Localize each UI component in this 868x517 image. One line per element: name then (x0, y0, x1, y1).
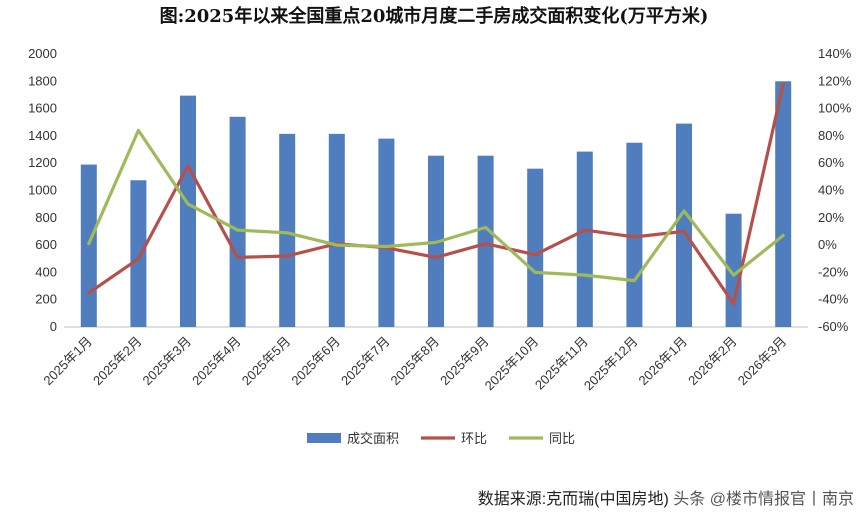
y2-tick-label: 60% (818, 155, 844, 170)
y-tick-label: 1800 (28, 73, 57, 88)
x-tick-label: 2025年1月 (40, 334, 95, 389)
y2-tick-label: 40% (818, 183, 844, 198)
watermark: 头条 @楼市情报官丨南京 (673, 491, 854, 508)
bar (576, 151, 593, 327)
legend-label: 同比 (549, 431, 575, 446)
x-tick-label: 2026年2月 (685, 334, 740, 389)
y2-tick-label: -40% (818, 292, 849, 307)
legend-label: 环比 (461, 431, 487, 446)
y-tick-label: 600 (35, 237, 57, 252)
x-tick-label: 2025年12月 (581, 334, 641, 394)
bar (676, 123, 692, 328)
source-note: 数据来源:克而瑞(中国房地) 头条 @楼市情报官丨南京 (478, 485, 854, 509)
x-tick-label: 2026年1月 (636, 334, 691, 389)
y2-tick-label: 20% (818, 210, 844, 225)
y2-tick-label: 140% (818, 46, 852, 61)
bar (775, 81, 792, 327)
chart-title: 图:2025年以来全国重点20城市月度二手房成交面积变化(万平方米) (159, 6, 709, 27)
bar (378, 138, 395, 327)
x-tick-label: 2025年4月 (189, 334, 244, 389)
y2-tick-label: 120% (818, 73, 852, 88)
x-tick-label: 2025年5月 (239, 334, 294, 389)
y-tick-label: 800 (35, 210, 57, 225)
bar (80, 164, 97, 327)
bar (328, 133, 345, 327)
y-tick-label: 2000 (28, 46, 57, 61)
y2-tick-label: 80% (818, 128, 844, 143)
y2-tick-label: 100% (818, 101, 852, 116)
bar (477, 155, 494, 327)
x-tick-label: 2025年7月 (338, 334, 393, 389)
x-tick-label: 2025年2月 (90, 334, 145, 389)
x-tick-label: 2025年8月 (388, 334, 443, 389)
y2-tick-label: 0% (818, 237, 837, 252)
legend-label: 成交面积 (347, 431, 399, 446)
legend-swatch (307, 433, 341, 443)
x-tick-label: 2025年6月 (288, 334, 343, 389)
series-line-yoy (87, 128, 785, 283)
bar (527, 168, 544, 327)
y-tick-label: 1600 (28, 101, 57, 116)
x-tick-label: 2025年3月 (140, 334, 195, 389)
y-tick-label: 1000 (28, 183, 57, 198)
y2-tick-label: -20% (818, 264, 849, 279)
y-tick-label: 200 (35, 292, 57, 307)
bar (180, 95, 196, 327)
bar (279, 133, 296, 327)
y-tick-label: 0 (50, 319, 57, 334)
y2-tick-label: -60% (818, 319, 849, 334)
bar (229, 116, 246, 327)
x-tick-label: 2025年10月 (482, 334, 542, 394)
y-tick-label: 1400 (28, 128, 57, 143)
source-label: 数据来源:克而瑞(中国房地) (477, 491, 669, 508)
y-tick-label: 400 (35, 264, 57, 279)
x-tick-label: 2026年3月 (735, 334, 790, 389)
bar (130, 180, 147, 327)
y-tick-label: 1200 (28, 155, 57, 170)
